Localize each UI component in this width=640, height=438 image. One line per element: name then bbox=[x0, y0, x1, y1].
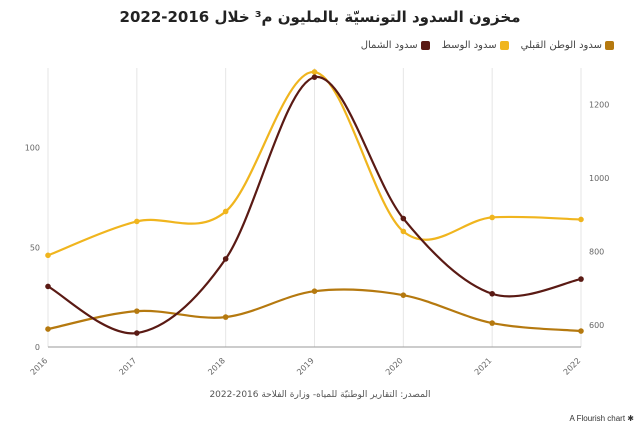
legend-swatch-center bbox=[499, 41, 509, 50]
x-tick-label: 2017 bbox=[117, 356, 138, 377]
series-point-0 bbox=[400, 215, 407, 222]
legend: سدود الشمال سدود الوسط سدود الوطن القبلي bbox=[361, 40, 614, 51]
series-point-0 bbox=[489, 290, 495, 297]
legend-swatch-capbon bbox=[605, 41, 614, 50]
credit-text: A Flourish chart bbox=[569, 414, 626, 423]
flourish-logo-icon: ✱ bbox=[627, 414, 634, 423]
flourish-credit[interactable]: A Flourish chart ✱ bbox=[569, 414, 634, 423]
x-tick-label: 2018 bbox=[206, 356, 227, 377]
chart-title: مخزون السدود التونسيّة بالمليون م³ خلال … bbox=[119, 8, 521, 26]
grid bbox=[47, 68, 582, 347]
series-point-1 bbox=[222, 208, 229, 215]
y-right-tick-label: 600 bbox=[589, 321, 604, 330]
legend-label-capbon: سدود الوطن القبلي bbox=[520, 40, 602, 51]
legend-label-center: سدود الوسط bbox=[441, 40, 497, 51]
series-point-2 bbox=[489, 320, 495, 326]
series-point-1 bbox=[45, 252, 51, 259]
legend-item-capbon[interactable]: سدود الوطن القبلي bbox=[521, 40, 614, 51]
axes: 2016 2017 2018 2019 2020 2021 2022 0 50 100 600 800… bbox=[25, 101, 610, 377]
series-point-2 bbox=[45, 326, 51, 332]
source-note: المصدر: التقارير الوطنيّة للمياه- وزارة … bbox=[209, 390, 431, 400]
series-point-2 bbox=[578, 328, 584, 334]
legend-swatch-north bbox=[420, 41, 430, 50]
series-point-2 bbox=[134, 308, 140, 314]
series-point-0 bbox=[578, 276, 584, 282]
legend-item-center[interactable]: سدود الوسط bbox=[442, 40, 509, 51]
y-right-tick-label: 1000 bbox=[589, 174, 609, 183]
series-point-1 bbox=[400, 228, 407, 235]
x-tick-label: 2019 bbox=[295, 356, 316, 377]
series-point-2 bbox=[400, 292, 407, 298]
series-point-1 bbox=[489, 214, 495, 221]
x-tick-label: 2016 bbox=[29, 356, 50, 377]
y-right-tick-label: 800 bbox=[589, 248, 604, 257]
legend-label-north: سدود الشمال bbox=[360, 40, 418, 51]
series-points bbox=[45, 69, 584, 336]
y-right-tick-label: 1200 bbox=[589, 101, 609, 110]
series-point-1 bbox=[578, 216, 584, 223]
series-point-0 bbox=[134, 330, 140, 336]
series-point-1 bbox=[134, 218, 140, 225]
y-left-tick-label: 100 bbox=[25, 144, 40, 153]
series-point-0 bbox=[222, 256, 229, 262]
series-point-1 bbox=[311, 69, 318, 75]
x-tick-label: 2020 bbox=[384, 356, 405, 377]
x-tick-label: 2021 bbox=[473, 356, 494, 377]
series-point-2 bbox=[222, 314, 229, 320]
x-tick-label: 2022 bbox=[562, 356, 583, 377]
series-point-2 bbox=[311, 288, 318, 295]
y-left-tick-label: 50 bbox=[30, 243, 40, 252]
legend-item-north[interactable]: سدود الشمال bbox=[361, 40, 430, 51]
series-point-0 bbox=[45, 283, 51, 290]
y-left-tick-label: 0 bbox=[35, 343, 40, 352]
series-point-0 bbox=[311, 74, 318, 80]
